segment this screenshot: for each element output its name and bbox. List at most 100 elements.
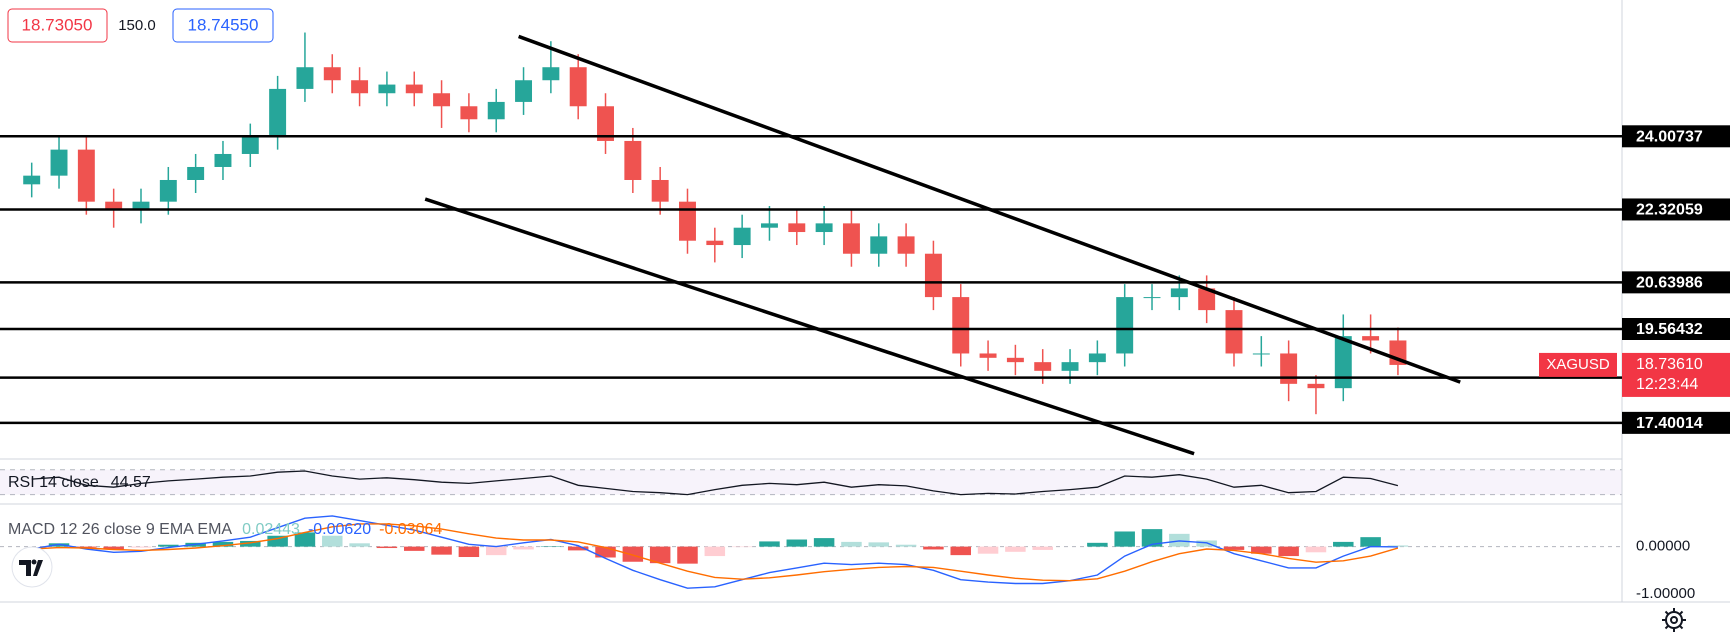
candle-body — [842, 223, 860, 254]
histogram-bar — [759, 541, 780, 547]
macd-value: -0.00620 — [308, 521, 371, 538]
symbol-tag-box — [1539, 352, 1617, 377]
level-label: 22.32059 — [1636, 202, 1703, 219]
histogram-bar — [1278, 546, 1299, 557]
histogram-bar — [431, 546, 452, 555]
histogram-bar — [130, 546, 152, 548]
candle-body — [679, 201, 696, 241]
candle-body — [1170, 288, 1188, 298]
macd-tick-label: -1.00000 — [1636, 585, 1695, 602]
candle-body — [433, 93, 451, 107]
buy-button[interactable] — [172, 8, 274, 43]
candle-body — [952, 297, 970, 354]
candle-body — [187, 166, 205, 180]
candle-body — [924, 253, 942, 298]
histogram-bar — [649, 546, 671, 564]
candle-body — [159, 179, 177, 202]
macd-tick-label: 0.00000 — [1636, 538, 1690, 555]
price-tag-box — [1622, 352, 1730, 397]
histogram-bar — [158, 544, 179, 547]
candle-body — [351, 80, 369, 94]
buy-price: 18.74550 — [188, 15, 259, 34]
candle-body — [77, 149, 95, 202]
logo[interactable] — [11, 546, 53, 588]
macd-value: 0.02443 — [242, 521, 300, 538]
level-label: 19.56432 — [1636, 321, 1703, 338]
grid — [0, 469, 1622, 548]
histogram-bar — [294, 532, 316, 547]
histogram-bar — [813, 538, 835, 547]
trendline — [424, 197, 1195, 456]
histogram-bar — [212, 541, 234, 547]
rsi-value: 44.57 — [111, 474, 151, 491]
histogram-bar — [1114, 531, 1135, 547]
macd-line — [31, 523, 1399, 582]
histogram-bar — [240, 540, 261, 547]
histogram-bar — [1251, 546, 1272, 554]
histogram-bar — [923, 546, 944, 550]
histogram-bar — [267, 535, 288, 547]
candle-body — [542, 67, 560, 81]
candle-body — [296, 67, 314, 89]
candle-body — [1143, 297, 1161, 299]
candle-body — [1198, 288, 1216, 311]
marks — [23, 32, 1409, 589]
candle-body — [733, 227, 751, 246]
candle-body — [405, 84, 423, 94]
sell-button[interactable] — [7, 8, 108, 43]
histogram-bar — [1387, 545, 1409, 547]
rsi-title: RSI 14 close — [8, 474, 99, 491]
histogram-bar — [1196, 540, 1217, 547]
candle-body — [760, 223, 778, 228]
candle-body — [1061, 362, 1079, 371]
histogram-bar — [513, 546, 534, 550]
histogram-bar — [841, 541, 862, 547]
histogram-bar — [1305, 546, 1327, 553]
rsi-band — [0, 469, 1622, 495]
histogram-bar — [458, 546, 480, 558]
macd-title: MACD 12 26 close 9 EMA EMA — [8, 521, 232, 538]
histogram-bar — [868, 542, 890, 547]
histogram-bar — [1223, 546, 1245, 550]
candle-body — [1006, 357, 1024, 363]
candle-body — [1334, 336, 1352, 389]
rsi-line — [31, 470, 1399, 496]
candle-body — [1225, 310, 1243, 354]
overlay: 24.0073722.3205920.6398619.5643218.44215… — [0, 34, 1730, 602]
candle-body — [460, 106, 478, 120]
candle-body — [569, 67, 587, 107]
candle-body — [1362, 336, 1380, 341]
macd-line — [31, 515, 1398, 589]
candle-body — [870, 236, 888, 254]
histogram-bar — [485, 546, 507, 556]
level-label-box — [1622, 318, 1730, 341]
candle-body — [241, 136, 259, 154]
histogram-bar — [950, 546, 971, 556]
histogram-bar — [403, 546, 425, 551]
histogram-bar — [349, 543, 370, 547]
level-label: 20.63986 — [1636, 275, 1703, 292]
macd-value: -0.03064 — [379, 521, 442, 538]
histogram-bar — [1087, 542, 1108, 547]
candle-body — [1280, 353, 1298, 384]
countdown: 12:23:44 — [1636, 376, 1698, 393]
sell-price: 18.73050 — [22, 15, 93, 34]
histogram-bar — [76, 546, 97, 548]
level-label-box — [1622, 271, 1730, 294]
histogram-bar — [1032, 546, 1053, 550]
histogram-bar — [786, 539, 808, 547]
histogram-bar — [895, 544, 917, 547]
candle-body — [214, 153, 232, 167]
candle-body — [23, 175, 41, 185]
candle-body — [651, 179, 669, 202]
histogram-bar — [1360, 537, 1381, 547]
candle-body — [105, 201, 123, 211]
candle-body — [1088, 353, 1106, 363]
candle-body — [1307, 383, 1325, 389]
candle-body — [50, 149, 68, 176]
candle-body — [132, 201, 150, 211]
level-label-box — [1622, 411, 1730, 434]
settings-icon[interactable] — [1662, 608, 1686, 632]
candle-body — [515, 80, 533, 102]
